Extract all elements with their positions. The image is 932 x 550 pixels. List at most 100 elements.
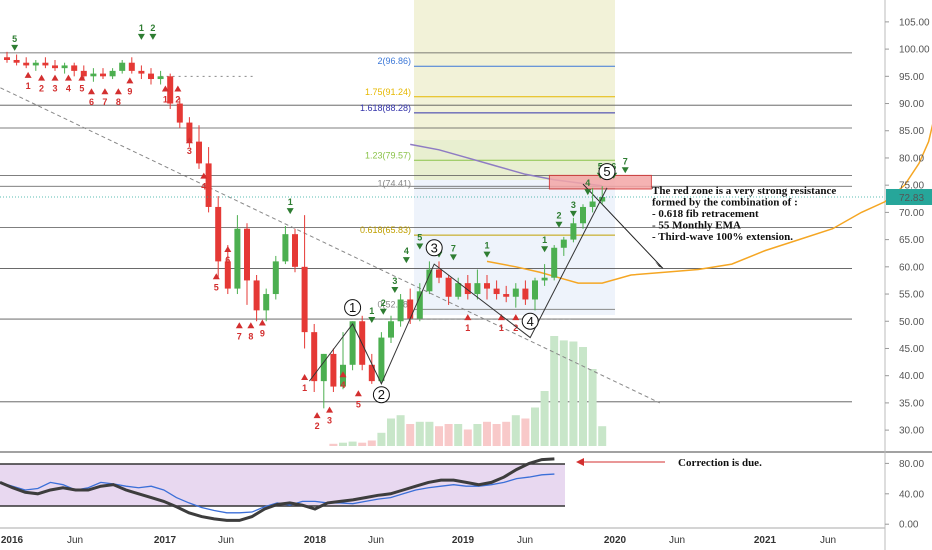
volume-bar <box>588 369 597 446</box>
volume-bar <box>377 432 386 446</box>
trendlines <box>0 75 932 404</box>
td-triangle <box>87 88 95 95</box>
volume-bar <box>367 440 376 446</box>
td-count: 2 <box>513 323 518 333</box>
td-triangle <box>174 85 182 92</box>
td-count: 1 <box>139 23 144 33</box>
td-triangle <box>464 314 472 321</box>
td-count: 3 <box>52 84 57 94</box>
price-tick-label: 100.00 <box>899 45 930 56</box>
td-count: 4 <box>201 182 206 192</box>
fib-label: 0.618(65.83) <box>360 225 411 235</box>
oscillator <box>0 457 665 522</box>
oscillator-fast-line <box>0 473 555 514</box>
candle-body <box>23 62 30 66</box>
td-triangle <box>569 210 577 217</box>
date-tick-label: Jun <box>67 535 83 546</box>
candle-body <box>301 266 308 333</box>
td-count: 1 <box>26 81 31 91</box>
projection-arrowhead <box>655 261 663 269</box>
descending-trendline <box>0 87 661 404</box>
volume-bar <box>598 426 607 446</box>
wave-circle <box>521 312 539 330</box>
td-triangle <box>185 137 193 144</box>
td-count: 1 <box>302 383 307 393</box>
candle-body <box>13 59 20 63</box>
fib-label: 1(74.41) <box>377 178 411 188</box>
price-tick-label: 105.00 <box>899 17 930 28</box>
td-count: 6 <box>89 97 94 107</box>
candle-body <box>512 288 519 297</box>
price-tick-label: 55.00 <box>899 290 924 301</box>
candle-body <box>320 353 327 382</box>
price-tick-label: 60.00 <box>899 262 924 273</box>
volume-bar <box>559 340 568 446</box>
volume-bar <box>454 424 463 446</box>
candle-body <box>570 223 577 240</box>
td-count: 5 <box>356 399 361 409</box>
candle-body <box>493 288 500 295</box>
date-tick-label: 2018 <box>304 535 327 546</box>
candle-body <box>100 73 106 77</box>
wave-label: 5 <box>603 164 610 179</box>
notes: The red zone is a very strong resistance… <box>652 185 836 469</box>
price-tick-label: 30.00 <box>899 426 924 437</box>
td-count: 3 <box>392 276 397 286</box>
candle-body <box>224 261 231 289</box>
td-count: 4 <box>66 84 71 94</box>
td-count: 2 <box>556 211 561 221</box>
td-count: 2 <box>175 94 180 104</box>
td-triangle <box>161 85 169 92</box>
td-sequence-marks: 5123456789121234567891123451234567111212… <box>11 23 629 431</box>
volume-bar <box>540 391 549 446</box>
td-count: 5 <box>79 84 84 94</box>
oscillator-slow-line <box>0 457 555 522</box>
candle-body <box>138 70 145 74</box>
oscillator-note: Correction is due. <box>678 457 762 469</box>
candle-body <box>455 283 462 297</box>
td-triangle <box>402 257 410 264</box>
volume-bar <box>531 407 539 446</box>
resistance-note-line: - 55 Monthly EMA <box>652 220 741 232</box>
candle-body <box>80 70 87 77</box>
td-count: 7 <box>623 156 628 166</box>
td-count: 4 <box>340 380 345 390</box>
volume-bar <box>415 421 424 446</box>
candle-body <box>234 228 241 289</box>
candle-body <box>397 299 404 322</box>
fib-label: 1.75(91.24) <box>365 87 411 97</box>
td-count: 2 <box>381 298 386 308</box>
candle-body <box>32 62 39 66</box>
candle-body <box>119 62 126 71</box>
resistance-note-line: formed by the combination of : <box>652 197 798 209</box>
fib-label: 0(52.18) <box>377 299 411 309</box>
wave-label: 1 <box>349 300 356 315</box>
td-count: 1 <box>542 235 547 245</box>
current-price-badge <box>886 188 932 205</box>
volume-bar <box>444 424 453 446</box>
volume-bar <box>502 421 511 446</box>
volume-bar <box>569 341 578 446</box>
price-tick-label: 45.00 <box>899 344 924 355</box>
td-triangle <box>38 74 46 81</box>
volume-bar <box>329 443 338 446</box>
price-tick-label: 90.00 <box>899 99 924 110</box>
td-triangle <box>497 314 505 321</box>
candle-body <box>311 332 318 382</box>
volume-bar <box>483 421 491 446</box>
date-tick-label: Jun <box>517 535 533 546</box>
volume-bar <box>396 415 405 446</box>
candle-body <box>61 65 68 69</box>
candle-body <box>167 76 174 104</box>
price-tick-label: 35.00 <box>899 398 924 409</box>
fib-levels: 2(96.86) 1.75(91.24) 1.618(88.28) 1.23(79.5… <box>360 56 615 310</box>
oscillator-tick-label: 80.00 <box>899 459 924 470</box>
candle-body <box>416 291 423 319</box>
td-count: 5 <box>214 282 219 292</box>
wave-circle <box>372 386 390 404</box>
date-tick-label: Jun <box>218 535 234 546</box>
projection-arrow <box>582 183 664 269</box>
td-triangle <box>326 406 334 413</box>
candle-body <box>445 277 452 297</box>
